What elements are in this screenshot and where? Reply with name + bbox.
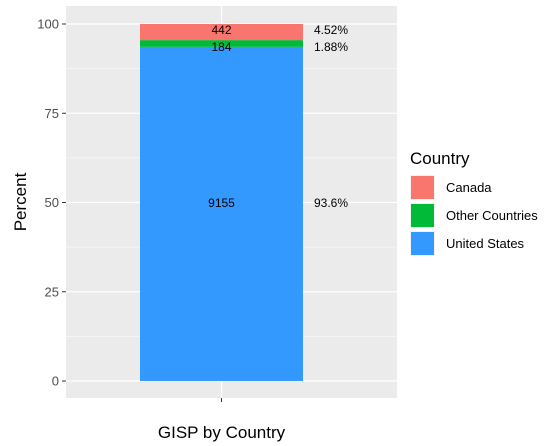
bar-segment-united-states	[140, 46, 303, 382]
legend-items: Canada Other Countries United States	[410, 175, 538, 256]
y-tick-label: 100	[37, 17, 59, 32]
count-label: 442	[211, 23, 231, 37]
bar-segment-other-countries	[140, 40, 303, 47]
legend: Country Canada Other Countries United Stat…	[410, 149, 538, 256]
y-axis-title: Percent	[11, 172, 30, 231]
legend-label: United States	[446, 236, 525, 251]
legend-swatch	[411, 204, 434, 227]
y-tick-label: 75	[45, 106, 59, 121]
bar-labels: 9155 93.6% 184 1.88% 442 4.52%	[208, 23, 348, 210]
legend-swatch	[411, 232, 434, 255]
bar-segment-canada	[140, 24, 303, 41]
y-tick-label: 25	[45, 284, 59, 299]
percent-label: 93.6%	[314, 196, 348, 210]
legend-label: Canada	[446, 180, 492, 195]
y-tick-label: 0	[52, 374, 59, 389]
count-label: 184	[211, 40, 231, 54]
legend-title: Country	[410, 149, 470, 168]
percent-label: 4.52%	[314, 23, 348, 37]
count-label: 9155	[208, 196, 235, 210]
percent-label: 1.88%	[314, 40, 348, 54]
y-tick-label: 50	[45, 195, 59, 210]
legend-label: Other Countries	[446, 208, 538, 223]
legend-swatch	[411, 176, 434, 199]
y-axis: 0 25 50 75 100	[37, 17, 66, 389]
x-axis-title: GISP by Country	[158, 423, 286, 442]
bar-segments	[140, 24, 303, 382]
